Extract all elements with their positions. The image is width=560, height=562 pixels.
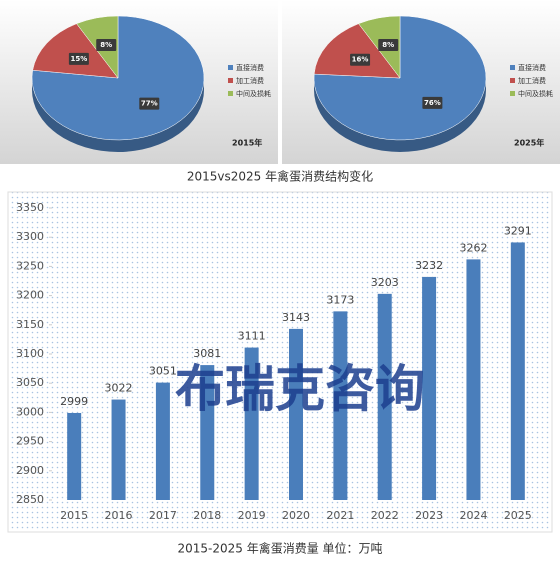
bar [422, 276, 437, 500]
legend-label: 直接消费 [518, 63, 546, 72]
pie-subtitle: 2025年 [514, 138, 544, 148]
bar [289, 328, 303, 500]
pie-slice [32, 23, 119, 79]
label-box [422, 96, 443, 109]
legend-label: 中间及损耗 [518, 89, 553, 98]
data-label: 3232 [415, 259, 443, 272]
y-tick-label: 3350 [16, 201, 44, 214]
y-tick-label: 3300 [16, 230, 44, 243]
legend-swatch [228, 91, 233, 96]
legend-swatch [228, 65, 233, 70]
x-tick-label: 2019 [238, 509, 266, 522]
legend-label: 中间及损耗 [236, 89, 271, 98]
label-box [350, 53, 371, 66]
label-box [378, 38, 399, 51]
x-tick-label: 2016 [105, 509, 133, 522]
data-label: 3111 [238, 330, 266, 343]
bar [200, 365, 215, 500]
x-tick-label: 2023 [415, 509, 443, 522]
legend-swatch [510, 65, 515, 70]
pie-side [314, 78, 486, 152]
data-label: 3291 [504, 224, 532, 237]
bar [155, 382, 170, 500]
y-tick-label: 3150 [16, 318, 44, 331]
y-tick-label: 2900 [16, 464, 44, 477]
x-tick-label: 2018 [193, 509, 221, 522]
legend-swatch [510, 91, 515, 96]
bar [466, 259, 481, 500]
y-tick-label: 3050 [16, 376, 44, 389]
y-tick-label: 2950 [16, 435, 44, 448]
bar [111, 399, 126, 500]
data-label: 3173 [326, 293, 354, 306]
y-tick-label: 2850 [16, 493, 44, 506]
data-label: 3262 [459, 241, 487, 254]
y-tick-label: 3100 [16, 347, 44, 360]
data-label: 8% [100, 41, 112, 49]
data-label: 76% [424, 99, 441, 107]
pie-side [32, 78, 204, 152]
data-label: 3203 [371, 276, 399, 289]
data-label: 3022 [105, 382, 133, 395]
pie-slice [313, 23, 401, 79]
data-label: 3051 [149, 365, 177, 378]
bar [244, 347, 259, 500]
legend-swatch [510, 78, 515, 83]
x-tick-label: 2024 [459, 509, 487, 522]
x-tick-label: 2015 [60, 509, 88, 522]
bar [510, 242, 525, 500]
bar [333, 311, 348, 500]
data-label: 2999 [60, 395, 88, 408]
x-tick-label: 2022 [371, 509, 399, 522]
bar-panel [7, 191, 553, 533]
legend-label: 加工消费 [236, 76, 264, 85]
x-tick-label: 2017 [149, 509, 177, 522]
data-label: 16% [352, 56, 369, 64]
x-tick-label: 2025 [504, 509, 532, 522]
legend-swatch [228, 78, 233, 83]
y-tick-label: 3000 [16, 405, 44, 418]
x-tick-label: 2020 [282, 509, 310, 522]
caption: 2015-2025 年禽蛋消费量 单位：万吨 [177, 541, 382, 556]
y-tick-label: 3250 [16, 259, 44, 272]
watermark: 布瑞克咨询 [175, 359, 425, 418]
pie-subtitle: 2015年 [232, 138, 262, 148]
data-label: 3143 [282, 311, 310, 324]
y-tick-label: 3200 [16, 289, 44, 302]
data-label: 77% [141, 100, 158, 108]
legend-label: 直接消费 [236, 63, 264, 72]
bar [67, 412, 82, 500]
data-label: 3081 [193, 347, 221, 360]
bar [377, 293, 392, 500]
label-box [68, 52, 89, 65]
caption: 2015vs2025 年禽蛋消费结构变化 [187, 169, 373, 184]
x-tick-label: 2021 [326, 509, 354, 522]
legend-label: 加工消费 [518, 76, 546, 85]
label-box [96, 38, 117, 51]
data-label: 15% [70, 55, 87, 63]
label-box [139, 97, 160, 110]
data-label: 8% [382, 41, 394, 49]
